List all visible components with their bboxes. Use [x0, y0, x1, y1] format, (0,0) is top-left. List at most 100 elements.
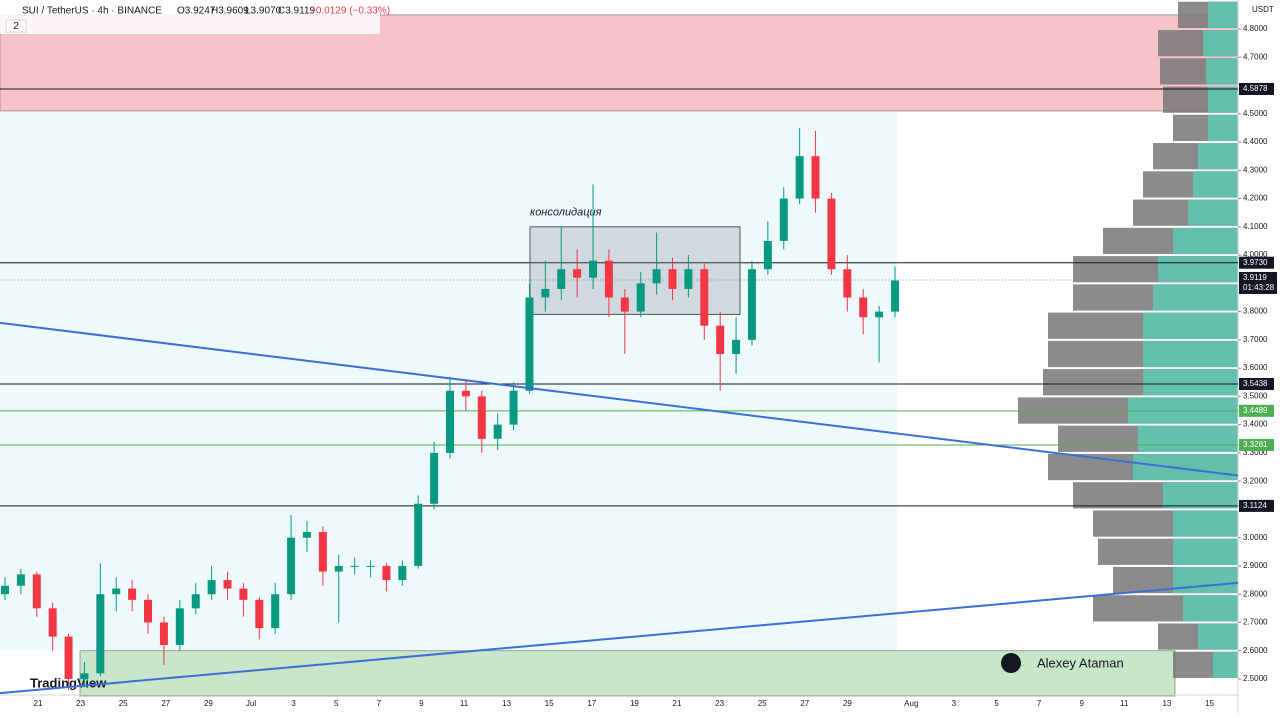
x-tick-label: 19 — [630, 699, 639, 708]
candle-body — [461, 390, 470, 397]
y-tick-label: 3.5000 — [1243, 391, 1268, 400]
y-tick-label: 2.8000 — [1243, 589, 1268, 598]
x-tick-label: 13 — [1162, 699, 1171, 708]
volume-buy — [1143, 340, 1238, 368]
x-tick-label: 7 — [1037, 699, 1042, 708]
candle-body — [223, 580, 232, 589]
level-badge — [1239, 378, 1274, 391]
candle-body — [620, 297, 629, 312]
y-tick-label: 3.6000 — [1243, 363, 1268, 372]
candle-body — [859, 297, 868, 318]
ohlc-close: C3.9119 — [278, 6, 316, 17]
ohlc-low: L3.9070 — [245, 6, 282, 17]
symbol: SUI / TetherUS · 4h · BINANCE — [22, 6, 162, 17]
candle-body — [175, 608, 184, 646]
volume-buy — [1173, 510, 1238, 537]
candle-body — [891, 280, 899, 312]
volume-buy — [1138, 425, 1238, 452]
level-label: 3.5438 — [1243, 379, 1268, 388]
candle-body — [255, 599, 264, 629]
trendline — [0, 321, 1239, 477]
x-tick-label: 15 — [545, 699, 554, 708]
x-tick-label: 11 — [1120, 699, 1129, 708]
x-tick-label: 5 — [994, 699, 999, 708]
candle-body — [716, 325, 725, 354]
level-label: 3.4489 — [1243, 406, 1268, 415]
candle-body — [191, 594, 200, 609]
candle-body — [589, 260, 598, 278]
indicator-count[interactable]: 2 — [13, 21, 19, 32]
price-label: 3.9119 — [1243, 273, 1267, 282]
candle-body — [414, 503, 423, 566]
y-tick-label: 2.7000 — [1243, 618, 1268, 627]
candle-body — [668, 269, 677, 289]
candle-body — [557, 269, 566, 289]
candle-body — [48, 608, 57, 637]
y-tick-label: 3.3000 — [1243, 448, 1268, 457]
candle-body — [430, 452, 439, 504]
indicator-toggle[interactable] — [5, 19, 27, 33]
level-badge — [1239, 256, 1274, 269]
candle-body — [493, 424, 502, 439]
volume-buy — [1198, 143, 1238, 170]
y-tick-label: 2.5000 — [1243, 674, 1268, 683]
volume-buy — [1208, 1, 1238, 29]
x-tick-label: 21 — [673, 699, 682, 708]
ohlc-high: H3.9609 — [211, 6, 249, 17]
countdown: 01:43:28 — [1243, 283, 1275, 292]
candle-body — [350, 565, 359, 567]
candle-body — [811, 156, 820, 199]
x-tick-label: 9 — [1079, 699, 1084, 708]
y-tick-label: 4.8000 — [1243, 24, 1268, 33]
volume-buy — [1208, 114, 1238, 142]
level-badge — [1239, 438, 1274, 451]
candle-body — [144, 599, 153, 623]
x-tick-label: 11 — [460, 699, 469, 708]
x-tick-label: 23 — [715, 699, 724, 708]
candle-body — [843, 269, 852, 298]
x-tick-label: 25 — [119, 699, 128, 708]
candle-body — [525, 297, 534, 391]
x-tick-label: 17 — [587, 699, 596, 708]
y-tick-label: 4.2000 — [1243, 194, 1268, 203]
header: SUI / TetherUS · 4h · BINANCE O3.9247 H3… — [0, 0, 390, 34]
candle-body — [334, 565, 343, 572]
y-tick-label: 3.7000 — [1243, 335, 1268, 344]
x-tick-label: 27 — [800, 699, 809, 708]
author-logo — [1001, 653, 1021, 673]
candle-body — [684, 269, 693, 289]
candle-body — [541, 288, 550, 298]
candle-body — [509, 390, 518, 425]
volume-buy — [1163, 482, 1238, 509]
candle-body — [318, 532, 327, 572]
zone — [79, 650, 1176, 697]
volume-buy — [1133, 453, 1238, 481]
volume-buy — [1183, 595, 1238, 622]
ohlc-change: −0.0129 (−0.33%) — [310, 6, 390, 17]
candle-body — [477, 396, 486, 439]
volume-buy — [1198, 623, 1238, 650]
currency: USDT — [1252, 5, 1274, 14]
x-tick-label: 29 — [204, 699, 213, 708]
x-tick-label: 29 — [843, 699, 852, 708]
candle-body — [875, 311, 884, 318]
candle-body — [747, 269, 756, 340]
candle-body — [636, 283, 645, 312]
candle-body — [32, 574, 41, 609]
volume-buy — [1173, 227, 1238, 255]
x-tick-label: Jul — [246, 699, 256, 708]
x-tick-label: 3 — [952, 699, 957, 708]
y-tick-label: 3.4000 — [1243, 420, 1268, 429]
candle-body — [652, 269, 661, 284]
x-tick-label: 15 — [1205, 699, 1214, 708]
volume-buy — [1143, 312, 1238, 339]
session-bg — [0, 112, 897, 650]
level-badge — [1239, 499, 1274, 512]
y-tick-label: 4.5000 — [1243, 109, 1268, 118]
y-tick-label: 3.0000 — [1243, 533, 1268, 542]
x-tick-label: 23 — [76, 699, 85, 708]
x-tick-label: 25 — [758, 699, 767, 708]
volume-buy — [1173, 566, 1238, 594]
candle-body — [64, 636, 73, 679]
y-tick-label: 4.0000 — [1243, 250, 1268, 259]
